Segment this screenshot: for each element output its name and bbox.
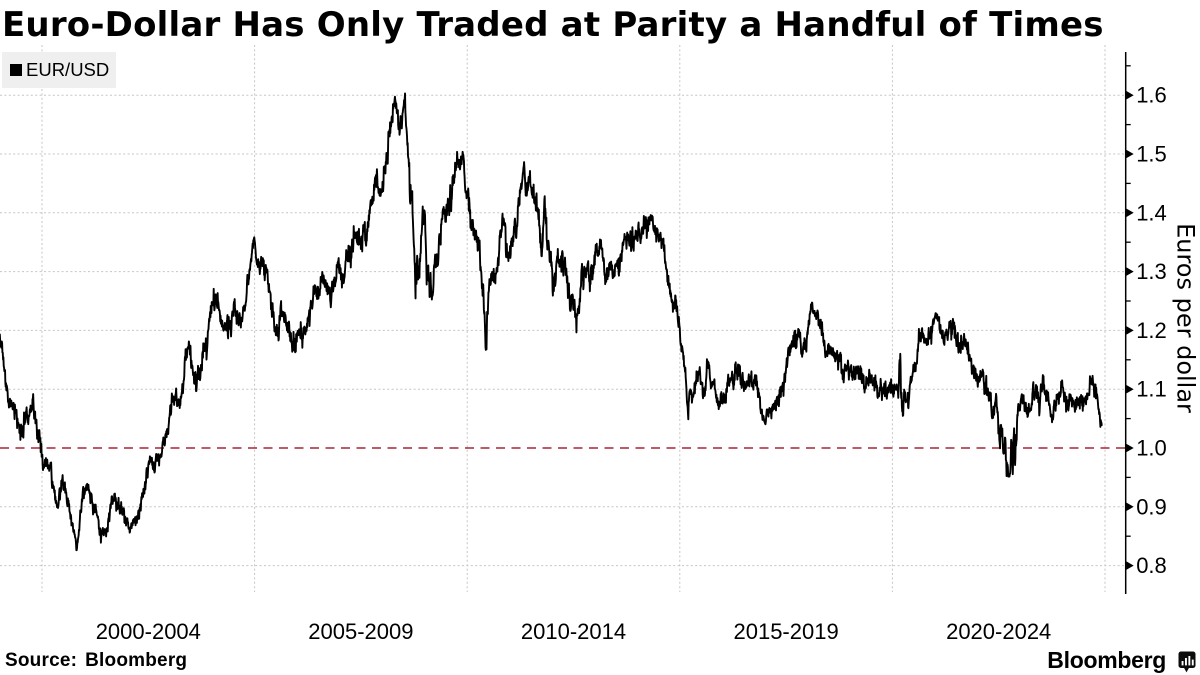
y-tick-label: 1.4 — [1136, 200, 1167, 225]
y-major-tick-arrow — [1126, 267, 1134, 276]
legend: EUR/USD — [2, 52, 117, 88]
source-label: Source: — [5, 650, 78, 671]
y-major-tick-arrow — [1126, 326, 1134, 335]
x-tick-label: 2000-2004 — [96, 619, 201, 644]
y-tick-label: 1.0 — [1136, 436, 1167, 461]
y-major-tick-arrow — [1126, 90, 1134, 100]
y-tick-label: 1.3 — [1136, 259, 1167, 284]
x-tick-label: 2010-2014 — [521, 619, 626, 644]
x-tick-label: 2015-2019 — [733, 619, 838, 644]
y-tick-label: 1.1 — [1136, 377, 1167, 402]
y-major-tick-arrow — [1126, 208, 1134, 218]
y-axis-title: Euros per dollar — [1172, 223, 1200, 413]
source-value: Bloomberg — [85, 650, 188, 671]
bloomberg-wordmark: Bloomberg — [1047, 647, 1166, 673]
source-note: Source: Bloomberg — [5, 650, 187, 672]
x-tick-label: 2005-2009 — [308, 619, 413, 644]
y-tick-label: 0.9 — [1136, 494, 1167, 519]
bloomberg-logo: Bloomberg — [1047, 646, 1196, 674]
y-tick-label: 1.6 — [1136, 83, 1167, 108]
y-major-tick-arrow — [1126, 149, 1134, 159]
chart-title: Euro-Dollar Has Only Traded at Parity a … — [2, 5, 1104, 45]
y-major-tick-arrow — [1126, 443, 1134, 453]
legend-swatch-icon — [10, 64, 22, 76]
y-major-tick-arrow — [1126, 561, 1134, 570]
y-tick-label: 1.5 — [1136, 142, 1167, 167]
y-major-tick-arrow — [1126, 502, 1134, 512]
bloomberg-chart-icon — [1178, 651, 1196, 672]
legend-label: EUR/USD — [26, 59, 110, 80]
y-tick-label: 0.8 — [1136, 553, 1167, 578]
y-tick-label: 1.2 — [1136, 318, 1167, 343]
eurusd-line — [0, 92, 1103, 552]
x-tick-label: 2020-2024 — [946, 619, 1051, 644]
y-major-tick-arrow — [1126, 384, 1134, 394]
